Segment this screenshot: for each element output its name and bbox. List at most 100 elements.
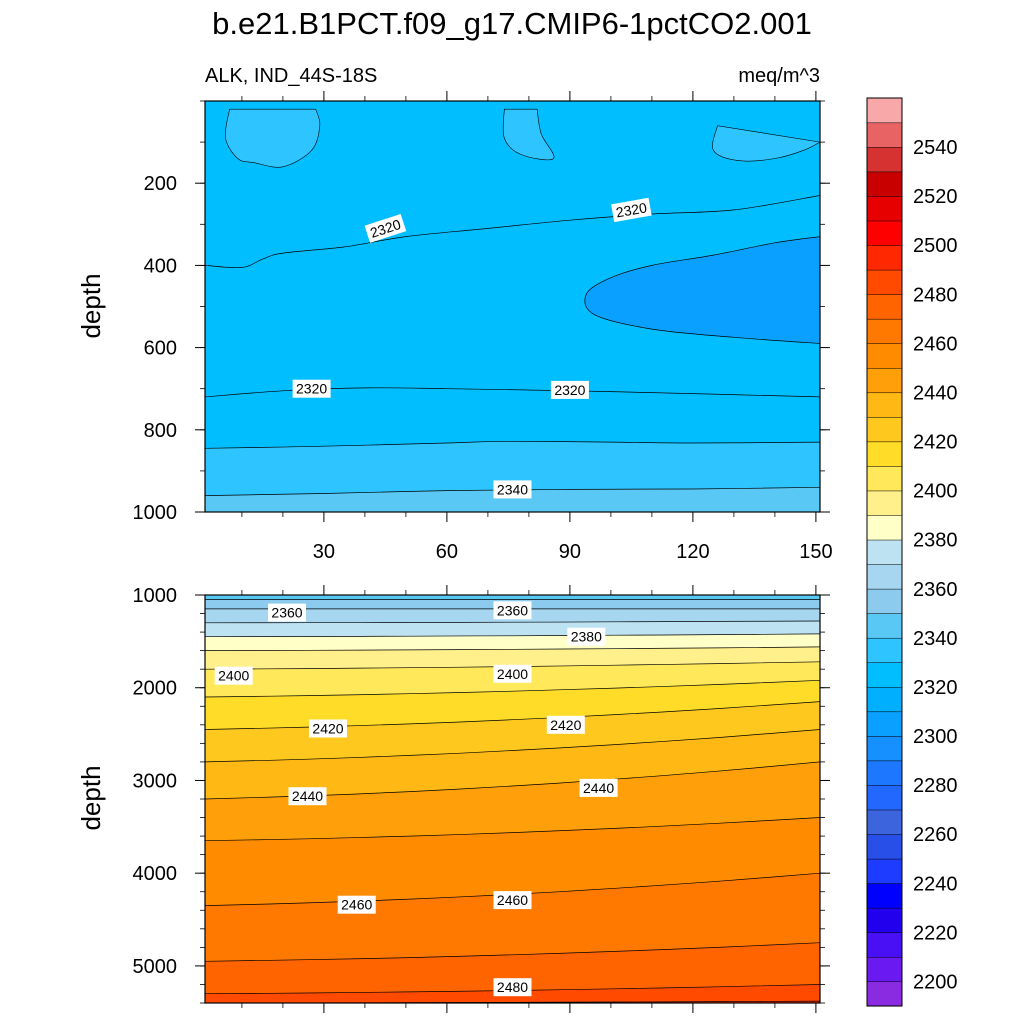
lower-contour-label-bg [214,666,253,685]
lower-contour-label-text: 2460 [497,892,528,908]
colorbar-swatch [866,686,903,713]
lower-contour-label-text: 2400 [218,668,249,684]
colorbar-tick-label: 2420 [913,432,958,454]
colorbar-swatch [866,637,903,663]
lower-contour-label-text: 2380 [571,629,602,645]
upper-contour-label: 2320 [611,197,652,223]
upper-fill [205,101,821,512]
upper-xtick-label: 150 [799,541,832,563]
lower-contour-line [204,817,821,842]
lower-contour-label-bg [493,978,532,997]
colorbar: 2200 2220 2240 2260 2280 2300 2320 2340 2360 2380… [866,97,958,1007]
upper-contour-label-bg [493,480,532,499]
colorbar-swatch [866,784,903,811]
colorbar-swatch [866,956,903,983]
colorbar-tick-label: 2360 [913,579,958,601]
upper-region-2330 [205,441,820,496]
lower-contour-label-bg [288,787,327,806]
colorbar-tick-label: 2540 [913,137,958,159]
colorbar-swatch [866,146,903,173]
lower-contour-label-text: 2420 [550,717,581,733]
lower-contour-label-bg [309,719,347,738]
lower-contour-label: 2440 [579,778,618,797]
colorbar-swatch [866,416,903,443]
lower-contour-label-bg [567,627,606,646]
lower-ytick-label: 2000 [133,678,178,700]
subtitle-left: ALK, IND_44S-18S [205,65,377,87]
colorbar-swatch [866,883,903,909]
lower-contour-label-bg [337,895,376,914]
colorbar-swatch [866,392,903,418]
upper-ytick-label: 400 [144,255,177,277]
colorbar-tick-label: 2200 [913,972,958,994]
lower-contour-label-bg [493,891,532,910]
colorbar-tick-label: 2340 [913,628,958,650]
lower-contour-label: 2400 [214,666,253,685]
colorbar-frame [866,97,903,1007]
upper-panel: 30 60 90 120 150 200 400 600 800 1000 2320 2320 2320… [133,91,833,563]
upper-region-2320-low [205,387,820,449]
colorbar-swatch [866,97,903,124]
colorbar-tick-label: 2460 [913,333,958,355]
colorbar-tick-label: 2500 [913,235,958,257]
upper-blob-2330 [712,125,821,162]
colorbar-swatch [866,244,903,271]
lower-contour-label: 2380 [567,627,606,646]
colorbar-swatch [866,220,903,246]
upper-contour-label: 2320 [550,380,589,399]
colorbar-swatch [866,932,903,958]
lower-contour-label-text: 2440 [583,780,614,796]
upper-region-2320-top [205,101,820,268]
upper-contour-label-bg [292,379,331,398]
colorbar-swatch [866,367,903,394]
upper-contour-label: 2320 [292,379,331,398]
upper-contour-line [584,236,821,344]
lower-contour-label-bg [546,715,585,734]
colorbar-tick-label: 2320 [913,677,958,699]
upper-xtick-label: 90 [559,541,581,563]
colorbar-tick-label: 2480 [913,284,958,306]
lower-contour-line [204,701,821,730]
lower-contour-label: 2440 [288,787,327,806]
lower-contour-label-bg [493,664,532,683]
colorbar-swatch [866,294,903,320]
colorbar-swatch [866,907,903,933]
lower-contour-label-text: 2420 [312,721,343,737]
lower-contour-line [204,942,821,962]
lower-contour-label-text: 2360 [497,602,528,618]
lower-contour-label-bg [268,603,306,622]
colorbar-swatch [866,465,903,492]
upper-blob-2330 [502,108,555,161]
lower-ylabel: depth [76,765,106,830]
upper-ytick-label: 200 [144,173,177,195]
lower-contour-label-text: 2360 [271,605,302,621]
upper-xtick-label: 60 [436,541,458,563]
upper-region-2340 [205,487,820,512]
upper-contour-label: 2340 [493,480,532,499]
colorbar-swatch [866,318,903,344]
upper-contour-label-text: 2340 [497,481,528,497]
colorbar-swatch [866,613,903,639]
lower-ytick-label: 4000 [133,863,178,885]
upper-blob-2330 [224,108,321,168]
lower-ytick-label: 5000 [133,956,178,978]
upper-region-2310 [584,236,820,344]
lower-contour-label: 2420 [546,715,585,734]
lower-ytick-label: 1000 [133,585,178,607]
upper-contour-label-bg [611,197,652,223]
lower-contour-label: 2460 [493,891,532,910]
colorbar-swatch [866,711,903,737]
lower-contour-line [204,679,821,698]
upper-contour-line [204,195,821,269]
upper-ylabel: depth [76,273,106,338]
colorbar-tick-label: 2520 [913,186,958,208]
upper-xtick-label: 30 [313,541,335,563]
colorbar-swatch [866,514,903,541]
upper-ytick-label: 600 [144,338,177,360]
lower-ytick-label: 3000 [133,770,178,792]
upper-contour-label-bg [364,213,407,243]
lower-contour-line [204,646,821,651]
colorbar-tick-label: 2300 [913,726,958,748]
colorbar-swatch [866,858,903,884]
